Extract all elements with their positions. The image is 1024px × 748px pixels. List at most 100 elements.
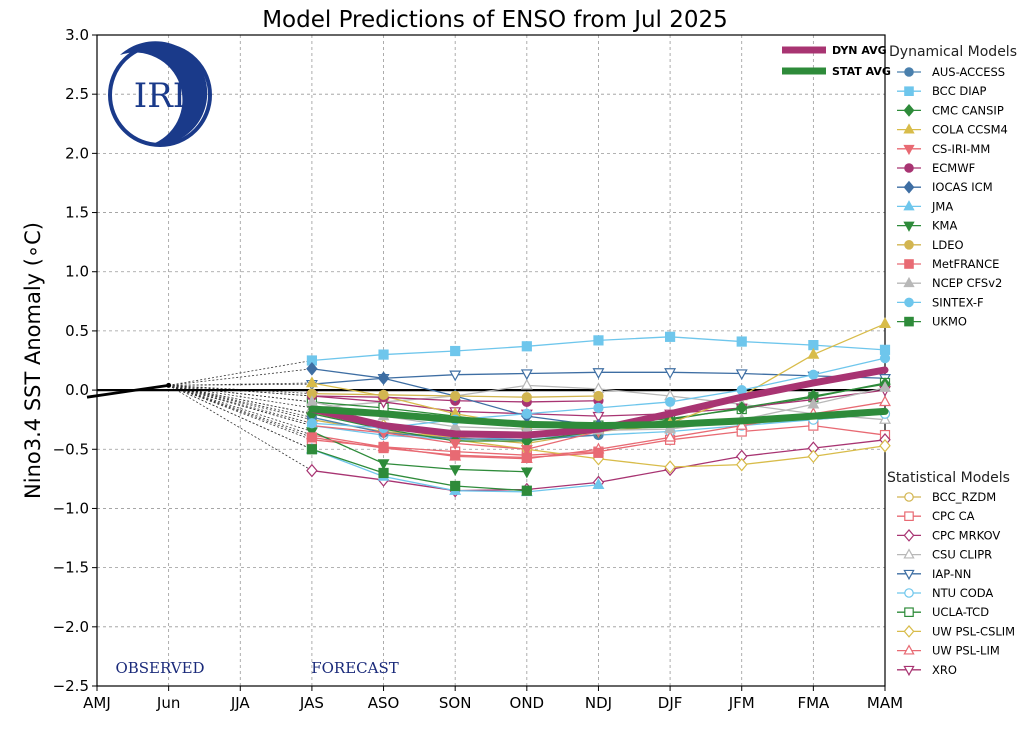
point-ukmo (306, 444, 318, 455)
connector-cpc-ca (168, 384, 313, 441)
point-ldeo (450, 390, 461, 402)
point-bcc-diap (378, 349, 389, 360)
legend-label-stat-avg: STAT AVG (832, 65, 891, 78)
observed-annotation: OBSERVED (115, 659, 204, 677)
point-iap-nn (520, 369, 533, 381)
legend-label-ukmo: UKMO (932, 315, 967, 329)
point-ncep-cfsv2 (305, 395, 318, 407)
legend-marker-sintex-f (904, 297, 914, 308)
point-uw-psl-lim (879, 395, 891, 407)
legend-statistical-title: Statistical Models (887, 470, 1010, 486)
legend-marker-ucla-tcd (904, 607, 914, 617)
point-bcc-diap (593, 335, 604, 346)
connector-ucla-tcd (168, 384, 312, 403)
legend-marker-jma (903, 200, 915, 211)
point-csu-clipr (520, 378, 533, 390)
connector-csu-clipr (168, 384, 312, 409)
legend-label-ecmwf: ECMWF (932, 161, 975, 175)
legend-marker-kma (903, 221, 915, 232)
legend-marker-cpc-mrkov (903, 529, 915, 542)
legend-label-uw-psl-cslim: UW PSL-CSLIM (932, 624, 1015, 638)
point-cpc-mrkov (306, 463, 318, 478)
point-iap-nn (449, 370, 462, 382)
axes: −2.5 −2.0 −1.5 −1.0 −0.5 0.0 0.5 1.0 1.5 2.0 2.5 3.… (21, 26, 903, 712)
avg-line-stat-avg (308, 405, 889, 430)
legend-marker-ecmwf (904, 163, 914, 173)
connector-iocas-icm (168, 368, 312, 386)
legend-label-aus-access: AUS-ACCESS (932, 65, 1005, 79)
series-ldeo (306, 388, 604, 403)
legend-label-cs-iri-mm: CS-IRI-MM (932, 142, 990, 156)
point-ukmo (450, 480, 461, 492)
series-metfrance (306, 432, 604, 463)
legend-marker-ldeo (904, 240, 914, 250)
point-iocas-icm (306, 362, 318, 376)
y-tick-label: 0.0 (65, 381, 89, 399)
y-tick-label: −1.0 (53, 499, 89, 517)
point-uw-psl-cslim (879, 438, 891, 453)
legend-marker-csu-clipr (903, 548, 915, 559)
connector-metfrance (168, 384, 313, 438)
legend-marker-iocas-icm (903, 180, 915, 194)
x-tick-label-ndj: NDJ (585, 694, 612, 712)
point-bcc-diap (879, 344, 891, 355)
legend-statistical: Statistical Models BCC_RZDM CPC CA CPC MRK… (887, 470, 1015, 677)
legend-marker-bcc-rzdm (904, 492, 914, 502)
y-tick-label: 3.0 (65, 26, 89, 44)
point-uw-psl-cslim (807, 449, 820, 464)
point-kma (449, 465, 462, 477)
point-ncep-cfsv2 (807, 397, 820, 409)
point-metfrance (450, 450, 461, 461)
x-tick-label-son: SON (439, 694, 472, 712)
point-kma (377, 459, 390, 471)
point-ncep-cfsv2 (879, 381, 891, 392)
series-line-kma (311, 430, 527, 473)
point-ukmo (521, 485, 532, 496)
point-cola-ccsm4 (807, 347, 820, 359)
legend-label-iap-nn: IAP-NN (932, 567, 971, 581)
y-tick-label: −2.0 (53, 618, 89, 636)
point-ldeo (521, 392, 532, 403)
y-tick-label: 0.5 (65, 322, 89, 340)
legend-marker-iap-nn (903, 569, 915, 581)
legend-marker-uw-psl-lim (903, 644, 915, 655)
point-uw-psl-cslim (664, 460, 676, 474)
point-iap-nn (592, 368, 605, 379)
point-bcc-diap (664, 331, 676, 342)
logo-crescent (120, 41, 208, 146)
connector-ntu-coda (168, 384, 313, 426)
plot-area (86, 317, 891, 498)
connector-bcc-diap (168, 360, 312, 386)
legend-label-uw-psl-lim: UW PSL-LIM (932, 644, 1000, 658)
legend-label-jma: JMA (931, 199, 953, 213)
point-sintex-f (521, 408, 532, 419)
point-metfrance (593, 447, 604, 458)
legend-marker-cpc-ca (904, 511, 914, 521)
point-sintex-f (306, 418, 318, 429)
x-tick-label-aso: ASO (368, 694, 400, 712)
point-metfrance (306, 432, 318, 443)
point-ldeo (593, 390, 604, 402)
legend-label-iocas-icm: IOCAS ICM (932, 180, 993, 194)
legend-label-ntu-coda: NTU CODA (932, 586, 993, 600)
point-sintex-f (879, 353, 891, 364)
point-bcc-diap (736, 336, 747, 347)
legend-label-kma: KMA (932, 219, 957, 233)
y-tick-label: 2.5 (65, 85, 89, 103)
x-tick-label-amj: AMJ (83, 694, 111, 712)
series-ukmo (306, 444, 532, 496)
point-uw-psl-cslim (735, 457, 748, 472)
point-metfrance (521, 452, 532, 463)
chart-title: Model Predictions of ENSO from Jul 2025 (262, 7, 728, 33)
point-uw-psl-lim (735, 418, 748, 430)
point-sintex-f (808, 369, 819, 380)
y-tick-label: 1.0 (65, 263, 89, 281)
legend-label-cpc-mrkov: CPC MRKOV (932, 528, 1000, 542)
legend-label-ncep-cfsv2: NCEP CFSv2 (932, 276, 1002, 290)
legend-marker-ukmo (904, 316, 914, 327)
legend-label-csu-clipr: CSU CLIPR (932, 548, 992, 562)
legend-dynamical-title: Dynamical Models (889, 44, 1017, 60)
point-sintex-f (664, 396, 676, 408)
y-tick-label: −2.5 (53, 677, 89, 695)
